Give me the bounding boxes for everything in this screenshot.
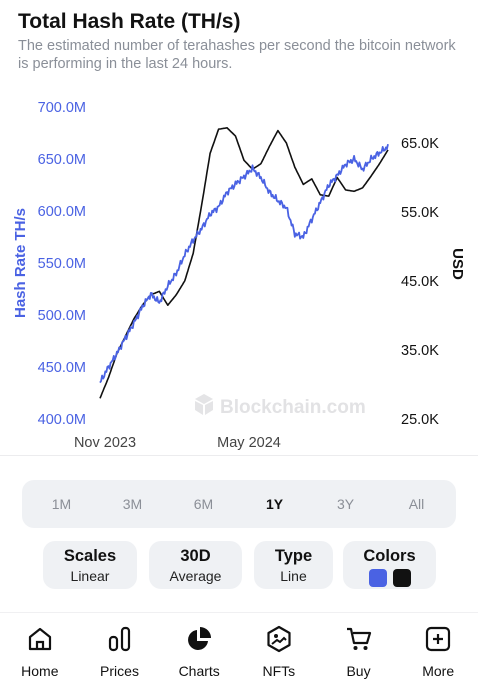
nav-more-label: More — [422, 663, 455, 679]
x-tick: May 2024 — [217, 435, 281, 451]
colors-label: Colors — [363, 547, 416, 565]
scales-label: Scales — [63, 547, 117, 565]
y-left-tick: 450.0M — [38, 360, 86, 376]
y-left-tick: 650.0M — [38, 152, 86, 168]
y-right-tick: 25.0K — [401, 412, 439, 428]
colors-button[interactable]: Colors — [343, 541, 436, 589]
type-value: Line — [280, 568, 307, 584]
y-right-tick: 35.0K — [401, 343, 439, 359]
nav-charts[interactable]: Charts — [159, 613, 239, 680]
chart-title: Total Hash Rate (TH/s) — [18, 10, 241, 33]
cart-icon — [346, 627, 371, 650]
nav-nfts[interactable]: NFTs — [239, 613, 319, 680]
y-right-tick: 45.0K — [401, 274, 439, 290]
nav-more[interactable]: More — [398, 613, 478, 680]
range-1y-button[interactable]: 1Y — [265, 496, 284, 512]
chart-subtitle: The estimated number of terahashes per s… — [18, 38, 456, 72]
average-label: 30D — [180, 547, 211, 565]
watermark-text: Blockchain.com — [220, 397, 366, 418]
home-icon — [28, 627, 51, 651]
nav-home-label: Home — [21, 663, 59, 679]
pie-chart-icon — [188, 627, 212, 650]
range-all-button[interactable]: All — [408, 496, 425, 512]
scales-button[interactable]: Scales Linear — [43, 541, 137, 589]
nav-buy-label: Buy — [346, 663, 371, 679]
y-right-tick: 55.0K — [401, 205, 439, 221]
nav-buy[interactable]: Buy — [319, 613, 399, 680]
watermark: Blockchain.com — [195, 394, 366, 418]
range-3y-button[interactable]: 3Y — [336, 496, 355, 512]
y-right-tick: 65.0K — [401, 136, 439, 152]
y-left-tick: 700.0M — [38, 100, 86, 116]
nav-prices-label: Prices — [100, 663, 139, 679]
type-label: Type — [274, 547, 313, 565]
y-left-tick: 600.0M — [38, 204, 86, 220]
chart-settings: Scales Linear 30D Average Type Line Colo… — [0, 541, 478, 591]
range-6m-button[interactable]: 6M — [193, 496, 214, 512]
nav-nfts-label: NFTs — [262, 663, 296, 679]
y-left-tick: 550.0M — [38, 256, 86, 272]
divider — [0, 455, 478, 456]
nft-icon — [267, 625, 291, 653]
nav-charts-label: Charts — [178, 663, 220, 679]
hash-rate-chart[interactable]: Blockchain.com 700.0M 650.0M 600.0M 550.… — [0, 88, 478, 458]
nav-home[interactable]: Home — [0, 613, 80, 680]
y-right-axis-label: USD — [449, 248, 466, 280]
plus-square-icon — [426, 626, 451, 652]
y-left-tick: 500.0M — [38, 308, 86, 324]
type-button[interactable]: Type Line — [254, 541, 333, 589]
bottom-nav: Home Prices Charts NFTs Buy — [0, 612, 478, 680]
range-1m-button[interactable]: 1M — [51, 496, 72, 512]
chart-canvas: Blockchain.com 700.0M 650.0M 600.0M 550.… — [12, 100, 466, 451]
color-swatch-blue — [368, 569, 387, 587]
y-left-axis-label: Hash Rate TH/s — [12, 208, 29, 318]
x-tick: Nov 2023 — [74, 435, 136, 451]
average-button[interactable]: 30D Average — [149, 541, 242, 589]
hash-rate-series-line — [99, 144, 389, 384]
blockchain-logo-icon — [195, 394, 213, 415]
range-3m-button[interactable]: 3M — [122, 496, 143, 512]
price-series-line — [99, 127, 389, 399]
average-value: Average — [169, 568, 222, 584]
color-swatch-black — [392, 569, 411, 587]
nav-prices[interactable]: Prices — [80, 613, 160, 680]
time-range-selector: 1M 3M 6M 1Y 3Y All — [22, 480, 456, 528]
scales-value: Linear — [70, 568, 110, 584]
y-left-tick: 400.0M — [38, 412, 86, 428]
bar-chart-icon — [108, 626, 130, 652]
